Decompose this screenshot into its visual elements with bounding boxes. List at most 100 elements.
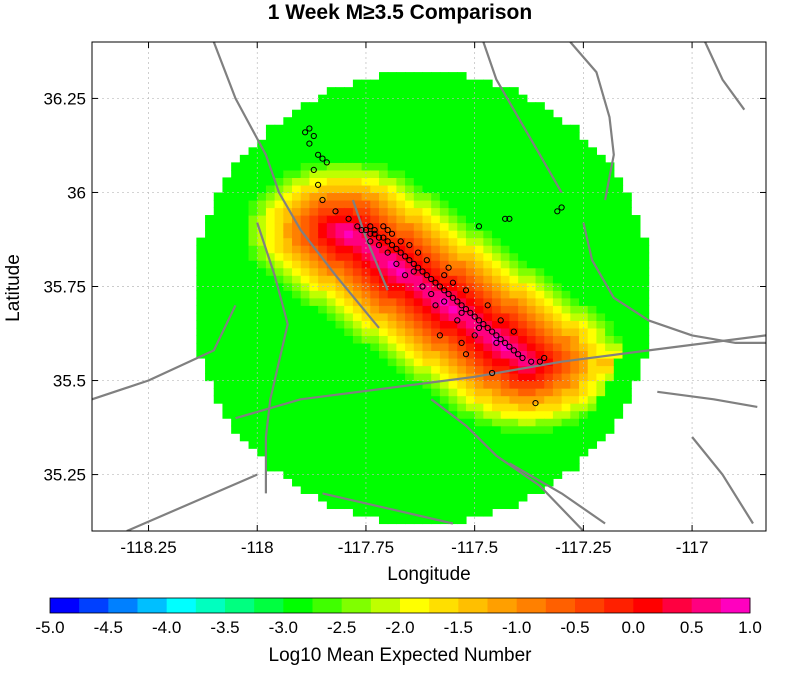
epicenter-point xyxy=(419,283,426,290)
heat-cell xyxy=(605,335,615,344)
heat-cell xyxy=(344,357,354,367)
heat-cell xyxy=(465,109,476,118)
colorbar-tick-label: -2.0 xyxy=(385,618,414,637)
epicenter-point xyxy=(441,272,448,279)
heat-cell xyxy=(422,478,432,487)
heat-cell xyxy=(587,335,598,344)
plot-area xyxy=(91,41,767,532)
heat-cell xyxy=(587,275,598,284)
heat-cell xyxy=(326,305,337,314)
heat-cell xyxy=(344,124,354,133)
heat-cell xyxy=(292,342,302,352)
epicenter-point xyxy=(332,208,339,215)
heat-cell xyxy=(561,207,571,216)
heat-cell xyxy=(631,290,641,299)
heat-cell xyxy=(500,455,511,464)
heat-cell xyxy=(518,132,528,141)
heat-cell xyxy=(448,260,458,269)
heat-cell xyxy=(544,403,554,412)
heat-cell xyxy=(474,147,484,156)
heat-cell xyxy=(518,139,528,148)
heat-cell xyxy=(448,365,458,374)
heat-cell xyxy=(561,192,571,201)
heat-cell xyxy=(326,350,337,359)
heat-cell xyxy=(631,245,641,254)
heat-cell xyxy=(605,260,615,269)
heat-cell xyxy=(457,350,467,359)
heat-cell xyxy=(283,177,293,186)
heat-cell xyxy=(352,327,363,336)
heat-cell xyxy=(561,305,571,314)
heat-cell xyxy=(474,154,484,163)
heat-cell xyxy=(526,455,537,464)
heat-cell xyxy=(465,290,476,299)
heat-cell xyxy=(492,335,502,344)
heat-cell xyxy=(378,380,389,389)
heat-cell xyxy=(439,403,450,412)
heat-cell xyxy=(344,245,354,254)
heat-cell xyxy=(457,147,467,156)
heat-cell xyxy=(587,305,598,314)
heat-cell xyxy=(561,124,571,133)
epicenter-point xyxy=(471,313,478,320)
heat-cell xyxy=(622,230,632,239)
heat-cell xyxy=(274,260,284,269)
heat-cell xyxy=(370,403,380,412)
heat-cell xyxy=(344,342,354,352)
heat-cell xyxy=(378,508,389,517)
heat-cell xyxy=(474,312,484,321)
heat-cell xyxy=(465,448,476,457)
heat-cell xyxy=(387,215,397,224)
heat-cell xyxy=(413,500,424,510)
heat-cell xyxy=(431,132,441,141)
heat-cell xyxy=(283,297,293,306)
heat-cell xyxy=(544,207,554,216)
heat-cell xyxy=(579,395,589,404)
fault-trace xyxy=(569,42,615,201)
heat-cell xyxy=(405,418,415,427)
heat-cell xyxy=(396,312,406,321)
heat-cell xyxy=(248,297,258,306)
heat-cell xyxy=(387,433,397,442)
heat-cell xyxy=(448,425,458,434)
heat-cell xyxy=(300,342,311,352)
heat-cell xyxy=(231,350,241,359)
heat-cell xyxy=(509,87,519,96)
heat-cell xyxy=(622,342,632,352)
heat-cell xyxy=(318,267,328,276)
heat-cell xyxy=(587,290,598,299)
heat-cell xyxy=(465,305,476,314)
heat-cell xyxy=(222,350,232,359)
heat-cell xyxy=(422,500,432,510)
colorbar-tick-label: -0.5 xyxy=(560,618,589,637)
heat-cell xyxy=(605,267,615,276)
heat-cell xyxy=(318,478,328,487)
heat-cell xyxy=(335,440,345,449)
heat-cell xyxy=(544,305,554,314)
heat-cell xyxy=(622,215,632,224)
heat-cell xyxy=(422,312,432,321)
heat-cell xyxy=(318,222,328,231)
heat-cell xyxy=(483,260,493,269)
heat-cell xyxy=(257,380,267,389)
heat-cell xyxy=(387,342,397,352)
heat-cell xyxy=(544,297,554,306)
heat-cell xyxy=(335,365,345,374)
heat-cell xyxy=(387,184,397,194)
heat-cell xyxy=(500,403,511,412)
heat-cell xyxy=(352,403,363,412)
heat-cell xyxy=(474,162,484,171)
heat-cell xyxy=(318,297,328,306)
heat-cell xyxy=(248,388,258,397)
heat-cell xyxy=(309,267,319,276)
heat-cell xyxy=(231,267,241,276)
heat-cell xyxy=(326,260,337,269)
heat-cell xyxy=(205,245,215,254)
heat-cell xyxy=(526,380,537,389)
heat-cell xyxy=(396,297,406,306)
heat-cell xyxy=(318,109,328,118)
heat-cell xyxy=(439,508,450,517)
heat-cell xyxy=(335,290,345,299)
heat-cell xyxy=(448,403,458,412)
heat-cell xyxy=(413,124,424,133)
